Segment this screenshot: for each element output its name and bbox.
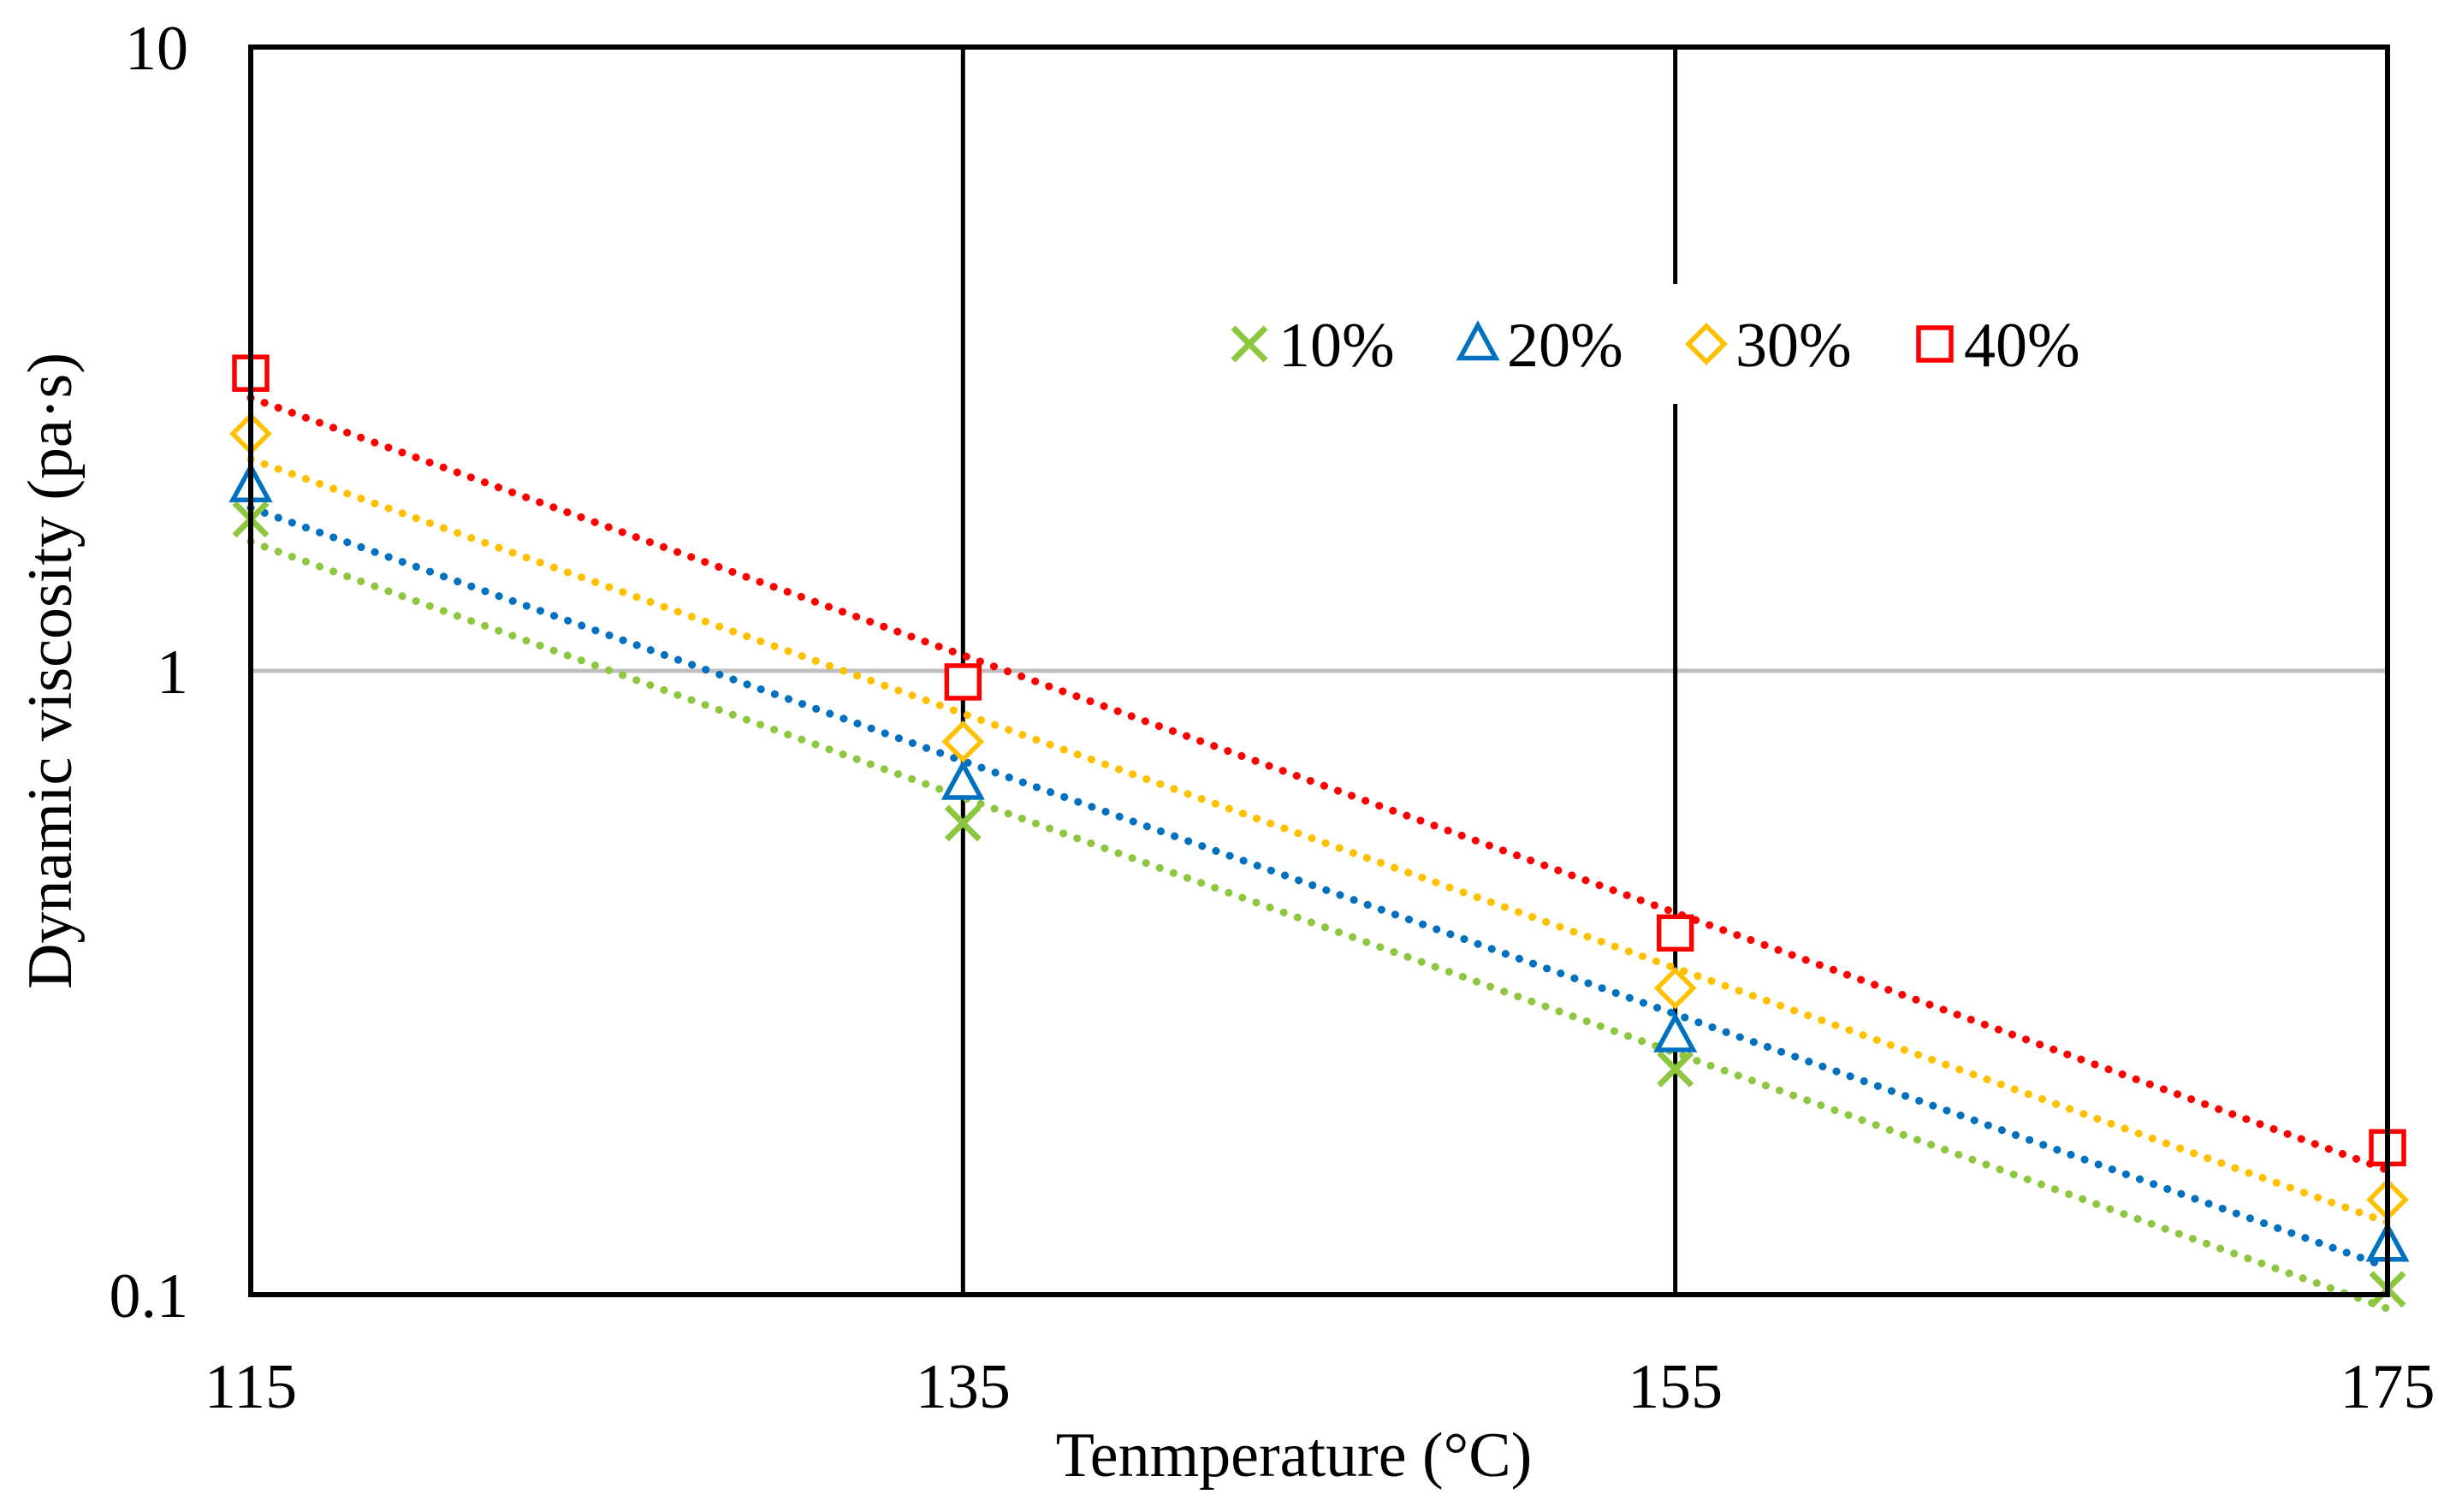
data-point-40pct-155 xyxy=(1656,914,1694,952)
legend: 10% 20% 30% 40% xyxy=(1231,311,2080,381)
y-tick-label: 0.1 xyxy=(110,1261,189,1331)
trendline-30pct xyxy=(246,455,2392,1227)
legend-marker-10pct xyxy=(1231,325,1268,363)
data-point-30pct-135 xyxy=(941,720,985,763)
legend-marker-20pct xyxy=(1456,320,1500,361)
data-point-40pct-135 xyxy=(944,663,982,701)
data-markers xyxy=(228,354,2410,1308)
data-point-30pct-155 xyxy=(1653,966,1697,1010)
legend-label: 40% xyxy=(1964,311,2080,381)
legend-label: 30% xyxy=(1735,311,1852,381)
trendlines xyxy=(246,394,2392,1313)
y-tick-label: 1 xyxy=(157,637,188,708)
x-tick-label: 135 xyxy=(916,1352,1011,1422)
legend-marker-40pct xyxy=(1916,325,1954,363)
x-tick-label: 115 xyxy=(205,1352,297,1422)
trendline-40pct xyxy=(246,394,2392,1174)
legend-background xyxy=(1215,284,2122,404)
x-axis-title: Tenmperature (°C) xyxy=(1056,1420,1533,1491)
plot-area-frame xyxy=(248,44,2390,1297)
trendline-10pct xyxy=(246,537,2392,1313)
x-tick-label: 175 xyxy=(2340,1352,2435,1422)
y-axis-title: Dynamic viscosity (pa·s) xyxy=(15,353,86,989)
data-point-10pct-155 xyxy=(1657,1050,1694,1088)
tick-labels: 115 135 155 175 0.1 1 10 xyxy=(110,14,2435,1422)
gridlines xyxy=(251,47,2388,1295)
data-point-20pct-155 xyxy=(1653,1011,1698,1052)
legend-label: 20% xyxy=(1507,311,1623,381)
legend-label: 10% xyxy=(1278,311,1395,381)
legend-marker-10pct-stroke-b xyxy=(1231,325,1268,363)
legend-marker-30pct xyxy=(1685,323,1728,365)
data-point-10pct-135 xyxy=(944,804,982,842)
x-tick-label: 155 xyxy=(1628,1352,1723,1422)
y-tick-label: 10 xyxy=(125,14,188,84)
trendline-20pct xyxy=(246,504,2392,1272)
data-point-20pct-135 xyxy=(940,759,985,800)
data-point-10pct-135-stroke-b xyxy=(944,804,982,842)
data-point-10pct-155-stroke-b xyxy=(1657,1050,1694,1088)
